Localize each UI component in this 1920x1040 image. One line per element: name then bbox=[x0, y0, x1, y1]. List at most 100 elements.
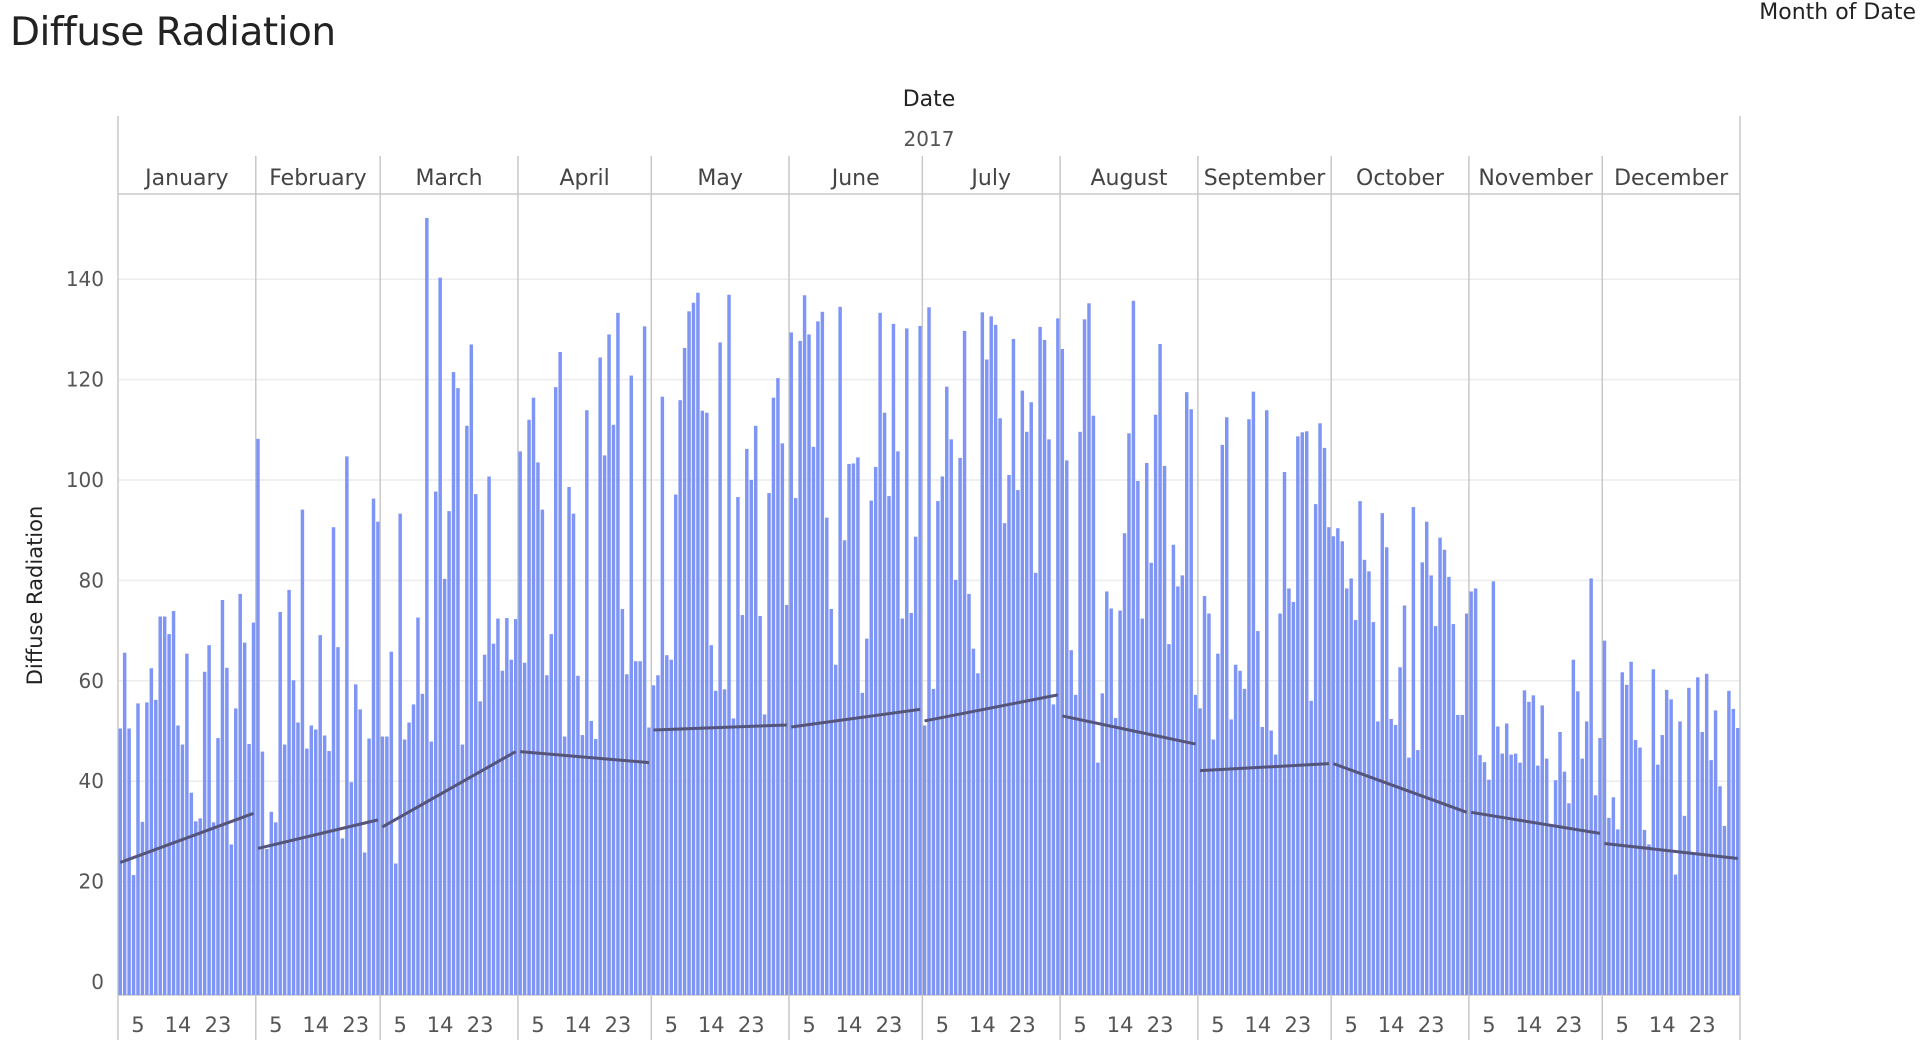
x-tick-label: 5 bbox=[936, 1013, 949, 1037]
bar bbox=[656, 675, 660, 995]
bar bbox=[1011, 338, 1016, 995]
bar bbox=[1384, 547, 1389, 995]
y-tick-label: 80 bbox=[79, 568, 104, 592]
bar bbox=[1087, 303, 1091, 995]
bar bbox=[958, 457, 962, 995]
bar bbox=[238, 593, 242, 995]
bar bbox=[385, 736, 389, 995]
bar bbox=[1131, 300, 1136, 995]
bar bbox=[447, 511, 451, 995]
month-header-march: March bbox=[416, 166, 483, 191]
month-header-august: August bbox=[1090, 166, 1167, 191]
bar bbox=[442, 578, 447, 995]
bar bbox=[687, 311, 691, 996]
bar bbox=[758, 616, 762, 995]
x-tick-label: 14 bbox=[969, 1013, 996, 1037]
bar bbox=[322, 735, 327, 995]
month-header-january: January bbox=[143, 166, 228, 191]
bar bbox=[807, 334, 811, 995]
bar bbox=[482, 654, 487, 995]
bar bbox=[953, 579, 958, 995]
bar bbox=[1353, 620, 1358, 995]
bar bbox=[1704, 673, 1709, 995]
bar bbox=[642, 326, 647, 995]
bar bbox=[869, 500, 873, 995]
bar bbox=[620, 609, 625, 995]
x-tick-label: 14 bbox=[1244, 1013, 1271, 1037]
bar bbox=[380, 736, 385, 995]
bar bbox=[402, 739, 407, 995]
bar bbox=[793, 498, 798, 995]
bar bbox=[1304, 431, 1309, 995]
bar bbox=[585, 410, 589, 996]
bar bbox=[1256, 631, 1260, 995]
x-tick-label: 14 bbox=[836, 1013, 863, 1037]
bar bbox=[282, 744, 287, 995]
bar bbox=[265, 848, 269, 995]
bar bbox=[451, 372, 456, 995]
month-header-april: April bbox=[559, 166, 609, 191]
bar bbox=[878, 312, 882, 996]
bar bbox=[1251, 391, 1256, 995]
trend-line bbox=[924, 693, 1059, 723]
bar bbox=[1580, 758, 1584, 995]
bar bbox=[1358, 501, 1362, 995]
bar bbox=[1376, 721, 1380, 995]
bar bbox=[753, 425, 758, 995]
bar bbox=[496, 618, 500, 995]
bar bbox=[296, 722, 300, 995]
bar bbox=[1616, 829, 1620, 995]
bar bbox=[1047, 439, 1051, 996]
bar bbox=[1100, 693, 1105, 995]
bar bbox=[971, 648, 976, 995]
bar bbox=[1185, 392, 1189, 995]
bar bbox=[1309, 700, 1313, 995]
bar bbox=[1336, 528, 1340, 995]
x-tick-label: 5 bbox=[269, 1013, 282, 1037]
bar bbox=[1709, 760, 1713, 995]
bar bbox=[1402, 605, 1407, 995]
bar bbox=[931, 688, 936, 995]
bar bbox=[1442, 549, 1447, 995]
bar bbox=[927, 307, 931, 995]
bar bbox=[731, 718, 736, 995]
bar bbox=[1198, 708, 1202, 995]
bar bbox=[1273, 754, 1278, 995]
bar bbox=[1167, 644, 1171, 995]
bar bbox=[522, 662, 527, 995]
bar bbox=[1642, 829, 1647, 995]
bar bbox=[873, 466, 878, 995]
bar bbox=[1513, 753, 1518, 995]
bar bbox=[1367, 571, 1371, 995]
bar bbox=[154, 699, 158, 995]
trend-line bbox=[520, 750, 650, 765]
bar bbox=[1638, 747, 1642, 995]
bar bbox=[669, 659, 673, 995]
y-tick-label: 120 bbox=[66, 368, 104, 392]
bar bbox=[438, 277, 442, 995]
bar bbox=[1678, 721, 1682, 995]
bar bbox=[576, 675, 580, 995]
bar bbox=[1140, 618, 1145, 995]
trend-line bbox=[1332, 762, 1468, 814]
bar bbox=[518, 451, 522, 995]
bar bbox=[1660, 735, 1664, 995]
bar bbox=[327, 751, 331, 995]
bar bbox=[825, 517, 829, 995]
bar bbox=[1287, 588, 1291, 995]
bar bbox=[1331, 536, 1336, 995]
bar bbox=[1447, 576, 1451, 995]
bar bbox=[638, 661, 642, 995]
bar bbox=[287, 589, 291, 995]
bar bbox=[1033, 572, 1038, 995]
bar bbox=[1265, 410, 1269, 996]
bar bbox=[185, 653, 189, 995]
bar bbox=[527, 419, 531, 995]
bar bbox=[785, 605, 789, 995]
bar bbox=[571, 513, 576, 995]
bar bbox=[633, 661, 638, 995]
bar bbox=[1584, 721, 1589, 995]
bar bbox=[767, 493, 771, 995]
bar bbox=[851, 463, 856, 995]
